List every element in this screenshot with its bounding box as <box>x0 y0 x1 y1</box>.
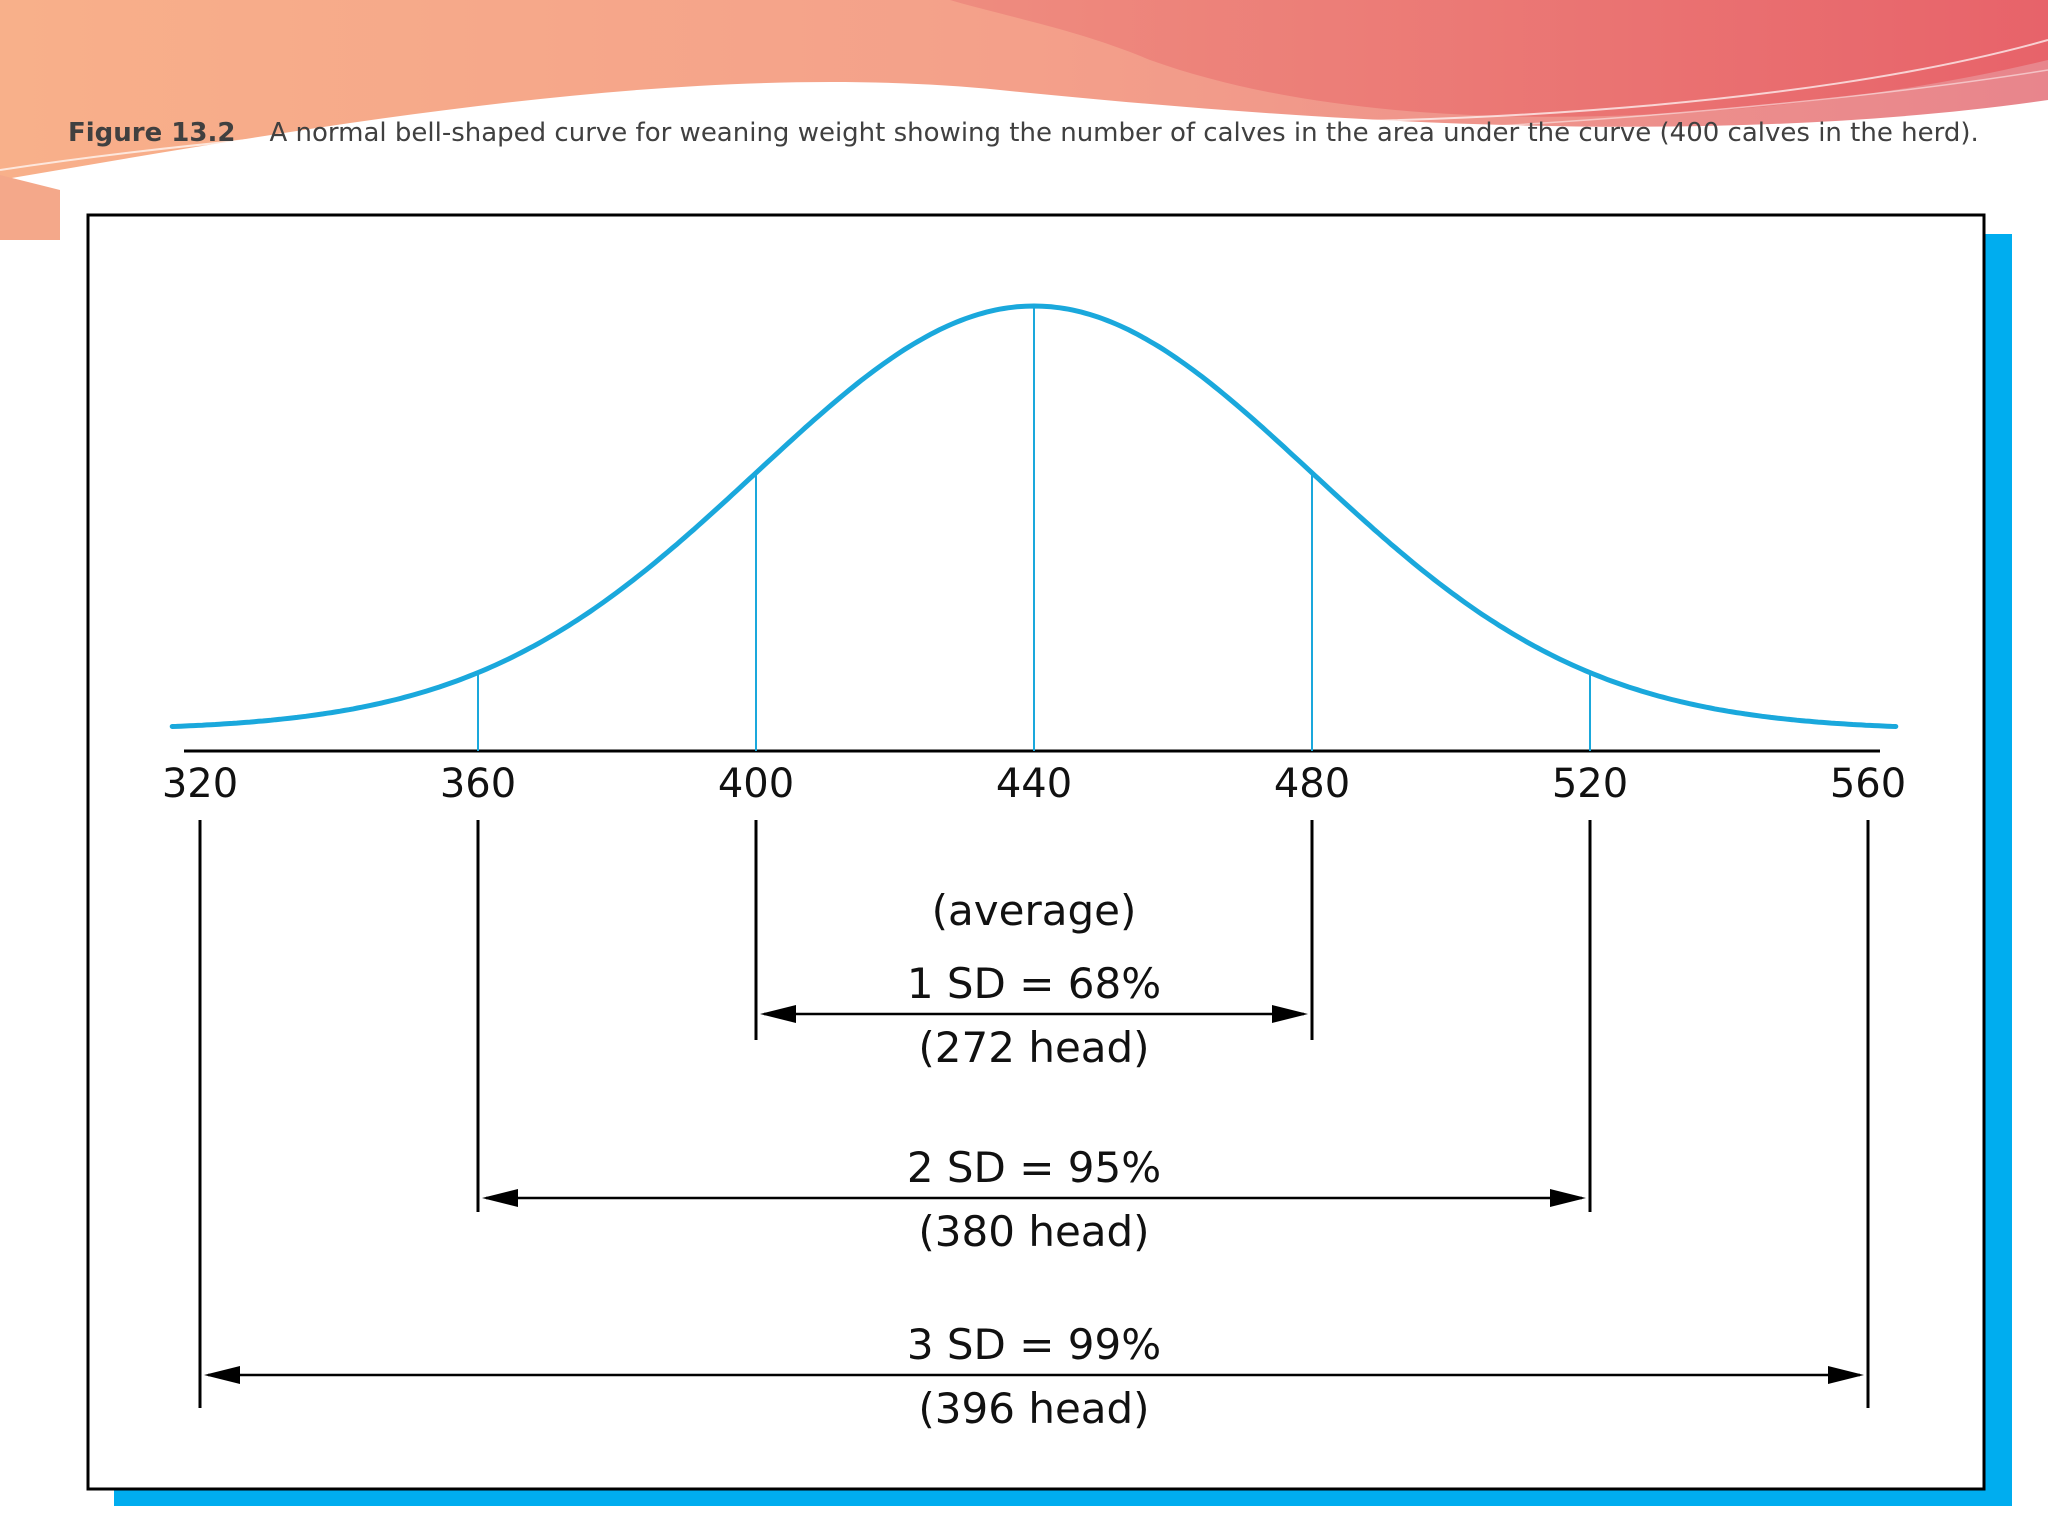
sd-percent-label: 2 SD = 95% <box>907 1143 1161 1192</box>
x-tick-label: 320 <box>162 761 238 807</box>
x-tick-label: 440 <box>996 761 1072 807</box>
x-tick-label: 560 <box>1830 761 1906 807</box>
x-tick-label: 360 <box>440 761 516 807</box>
sd-head-count-label: (272 head) <box>918 1023 1149 1072</box>
sd-head-count-label: (380 head) <box>918 1207 1149 1256</box>
sd-percent-label: 1 SD = 68% <box>907 959 1161 1008</box>
x-tick-label: 400 <box>718 761 794 807</box>
arrowhead-right <box>1828 1366 1864 1384</box>
sd-percent-label: 3 SD = 99% <box>907 1320 1161 1369</box>
banner-highlight <box>0 39 2048 171</box>
bell-curve <box>169 303 1899 729</box>
arrowhead-right <box>1550 1189 1586 1207</box>
caption-text: A normal bell-shaped curve for weaning w… <box>269 118 1979 148</box>
arrowhead-left <box>760 1005 796 1023</box>
plot-area: 320 360 400 440 480 520 560 (average) 1 SD = 68%… <box>162 303 1906 1433</box>
chart-frame <box>86 213 1986 1491</box>
x-tick-label: 520 <box>1552 761 1628 807</box>
sd-head-count-label: (396 head) <box>918 1384 1149 1433</box>
x-tick-label: 480 <box>1274 761 1350 807</box>
arrowhead-left <box>204 1366 240 1384</box>
figure-label: Figure 13.2 <box>68 118 236 148</box>
figure-caption: Figure 13.2 A normal bell-shaped curve fo… <box>68 118 2008 148</box>
arrowhead-left <box>482 1189 518 1207</box>
mean-label: (average) <box>932 886 1137 935</box>
banner-wave-front <box>950 0 2048 117</box>
arrowhead-right <box>1272 1005 1308 1023</box>
